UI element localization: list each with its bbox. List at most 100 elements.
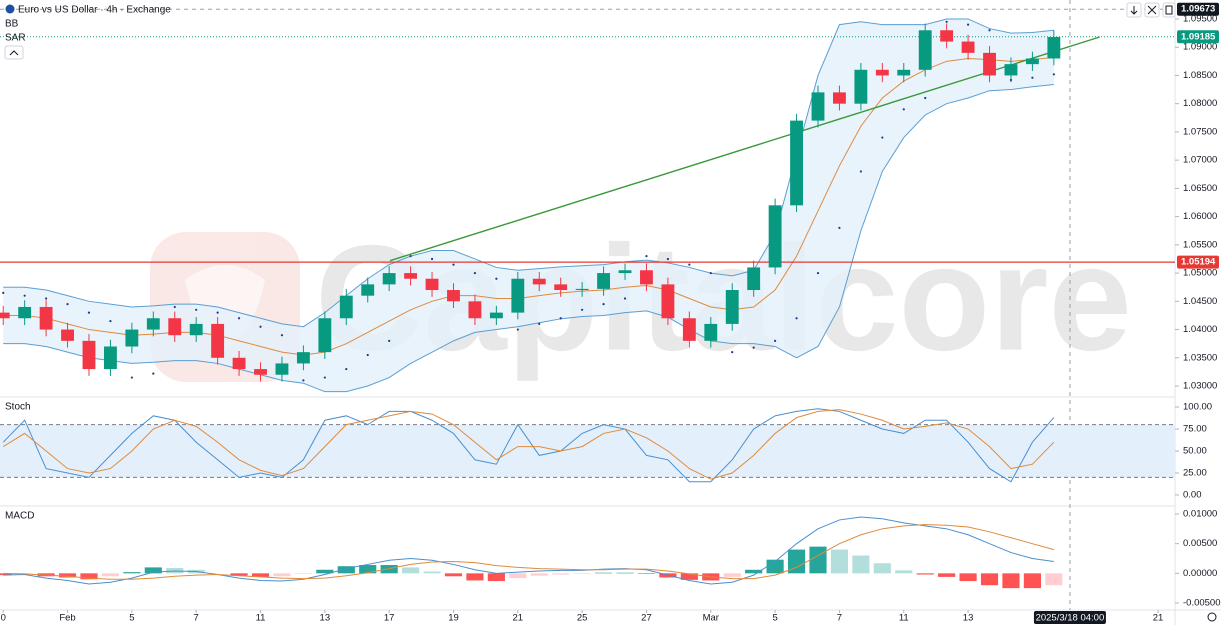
candle-body — [983, 52, 996, 76]
sar-dot — [645, 255, 648, 258]
histogram-bar — [745, 569, 763, 574]
candle-body — [189, 323, 203, 336]
x-tick-label: 19 — [448, 613, 459, 624]
symbol-title: Euro vs US Dollar · 4h · Exchange — [18, 5, 171, 16]
histogram-bar — [809, 546, 827, 574]
histogram-bar — [230, 573, 248, 576]
candle-body — [854, 69, 868, 104]
bollinger-upper — [3, 18, 1054, 328]
candle-body — [875, 69, 889, 76]
indicator-label: BB — [5, 19, 19, 30]
candle-body — [168, 318, 182, 336]
indicator-label: MACD — [5, 511, 34, 522]
sar-dot — [259, 325, 262, 328]
histogram-bar — [959, 573, 977, 582]
price-label-box — [1177, 255, 1219, 269]
y-tick-label: 1.04000 — [1183, 324, 1217, 335]
trend-line — [389, 36, 1100, 262]
sar-dot — [838, 226, 841, 230]
x-tick-label: 7 — [194, 613, 199, 624]
candle-body — [682, 318, 696, 341]
crosshair-label: 2025/3/18 04:00 — [1036, 613, 1105, 624]
y-tick-label: 1.09000 — [1183, 42, 1217, 53]
sar-dot — [23, 294, 26, 297]
sar-dot — [409, 255, 412, 258]
y-tick-label: 1.08500 — [1183, 70, 1217, 81]
sar-dot — [945, 20, 948, 23]
histogram-bar — [938, 573, 956, 577]
histogram-bar — [337, 566, 355, 574]
x-tick-label: 7 — [837, 613, 842, 624]
maximize-button[interactable] — [1162, 2, 1176, 18]
sar-dot — [2, 291, 5, 294]
histogram-bar — [101, 573, 120, 577]
sar-dot — [237, 317, 241, 320]
histogram-bar — [359, 565, 377, 574]
histogram-bar — [723, 573, 741, 577]
candle-body — [747, 267, 761, 291]
y-tick-label: 1.04500 — [1183, 296, 1217, 307]
bollinger-lower — [3, 83, 1054, 393]
candle-body — [704, 323, 718, 341]
sar-dot — [623, 297, 627, 300]
settings-button[interactable] — [1207, 612, 1217, 622]
sar-dot — [859, 170, 862, 173]
histogram-bar — [380, 565, 398, 574]
sar-dot — [495, 277, 498, 280]
x-tick-label: 11 — [256, 613, 266, 624]
candle-body — [146, 318, 160, 330]
histogram-bar — [573, 573, 591, 574]
sar-dot — [966, 23, 970, 26]
candle-body — [768, 205, 782, 268]
candle-body — [447, 290, 460, 302]
sar-dot — [302, 379, 305, 382]
candle-body — [597, 273, 611, 289]
candle-body — [961, 41, 975, 53]
candle-body — [125, 329, 139, 347]
sar-dot — [152, 372, 155, 375]
collapse-legend-button[interactable] — [4, 45, 24, 60]
crosshair-label-box — [1033, 611, 1106, 624]
candle-body — [575, 288, 589, 291]
histogram-bar — [766, 559, 784, 574]
sar-dot — [731, 351, 734, 354]
candle-body — [532, 278, 546, 285]
sar-dot — [87, 311, 91, 314]
sar-dot — [516, 328, 519, 331]
y-tick-label: 1.05000 — [1183, 268, 1217, 279]
histogram-bar — [509, 573, 527, 579]
sar-dot — [1031, 76, 1034, 79]
sar-dot — [66, 303, 69, 306]
candle-body — [918, 30, 932, 70]
price-label-box — [1177, 2, 1219, 16]
sar-dot — [345, 367, 348, 371]
candle-body — [790, 120, 803, 206]
x-tick-label: 11 — [899, 613, 909, 624]
candle-body — [82, 340, 96, 370]
candle-body — [0, 312, 10, 319]
sar-dot — [430, 257, 434, 261]
candle-body — [18, 306, 32, 319]
candle-body — [232, 357, 246, 370]
candle-body — [511, 278, 525, 313]
y-tick-label: 100.00 — [1183, 402, 1212, 413]
sar-dot — [795, 317, 798, 320]
histogram-bar — [980, 573, 999, 586]
x-tick-label: 0 — [1, 613, 6, 624]
candle-body — [382, 273, 396, 285]
candle-body — [61, 329, 74, 341]
y-tick-label: 1.06000 — [1183, 211, 1217, 222]
histogram-bar — [595, 572, 613, 574]
histogram-bar — [1023, 573, 1041, 589]
candle-body — [361, 284, 375, 296]
sar-dot — [130, 376, 133, 379]
candle-body — [1025, 58, 1039, 65]
x-tick-label: 5 — [129, 613, 134, 624]
histogram-bar — [916, 573, 934, 575]
sar-dot — [109, 319, 112, 323]
histogram-bar — [787, 549, 806, 574]
x-tick-label: 5 — [772, 613, 777, 624]
y-tick-label: 1.06500 — [1183, 183, 1217, 194]
candle-body — [318, 318, 332, 353]
